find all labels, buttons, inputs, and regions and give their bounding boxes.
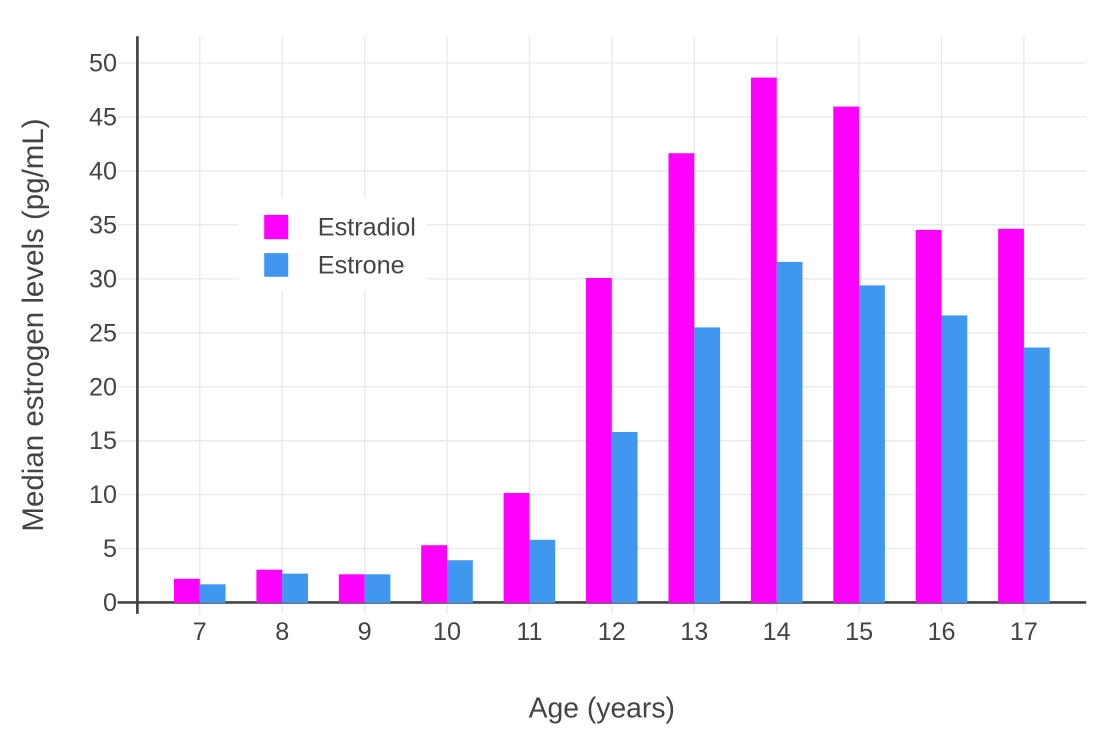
svg-text:45: 45 <box>89 104 117 132</box>
svg-text:0: 0 <box>103 589 117 617</box>
svg-text:14: 14 <box>763 618 791 646</box>
svg-text:Age (years): Age (years) <box>529 691 675 723</box>
svg-text:16: 16 <box>927 618 955 646</box>
svg-text:10: 10 <box>433 618 461 646</box>
svg-text:8: 8 <box>275 618 289 646</box>
svg-text:11: 11 <box>516 618 542 646</box>
svg-text:10: 10 <box>89 481 117 509</box>
svg-text:Median estrogen levels (pg/mL): Median estrogen levels (pg/mL) <box>17 118 50 531</box>
svg-text:40: 40 <box>89 158 117 186</box>
svg-text:35: 35 <box>89 212 117 240</box>
svg-text:17: 17 <box>1010 618 1038 646</box>
svg-text:Estradiol: Estradiol <box>318 214 416 242</box>
svg-text:25: 25 <box>89 319 117 347</box>
svg-text:9: 9 <box>358 618 372 646</box>
svg-text:Estrone: Estrone <box>318 251 405 279</box>
svg-text:30: 30 <box>89 265 117 293</box>
svg-text:15: 15 <box>845 618 873 646</box>
svg-text:50: 50 <box>89 50 117 78</box>
svg-text:20: 20 <box>89 373 117 401</box>
svg-text:13: 13 <box>680 618 708 646</box>
svg-text:5: 5 <box>103 535 117 563</box>
svg-text:15: 15 <box>89 427 117 455</box>
svg-text:7: 7 <box>193 618 207 646</box>
svg-text:12: 12 <box>598 618 626 646</box>
